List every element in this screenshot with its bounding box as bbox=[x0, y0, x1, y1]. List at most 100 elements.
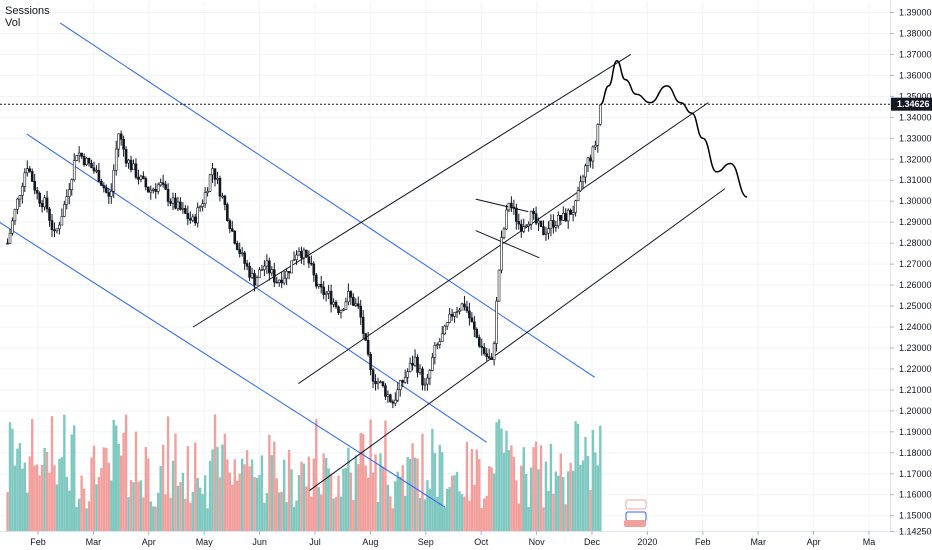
volume-bar bbox=[371, 472, 375, 531]
time-axis-label: Feb bbox=[695, 537, 711, 547]
candle-body bbox=[228, 220, 232, 230]
volume-bar bbox=[280, 491, 283, 531]
candle-body bbox=[260, 269, 264, 271]
volume-bar bbox=[495, 422, 498, 531]
volume-bar bbox=[480, 507, 483, 531]
candle-body bbox=[132, 163, 135, 170]
volume-bar bbox=[169, 497, 172, 531]
candle-body bbox=[440, 333, 444, 342]
volume-bar bbox=[485, 495, 488, 531]
event-marker-3[interactable] bbox=[624, 520, 646, 527]
candle-body bbox=[149, 189, 153, 193]
event-markers[interactable] bbox=[624, 499, 647, 527]
candle-body bbox=[584, 165, 587, 178]
flag-line bbox=[475, 230, 540, 259]
volume-bar bbox=[198, 487, 202, 531]
candle-body bbox=[460, 303, 464, 311]
volume-bar bbox=[194, 442, 197, 531]
event-marker-2[interactable] bbox=[625, 511, 647, 522]
legend-sessions[interactable]: Sessions bbox=[5, 5, 50, 17]
volume-bar bbox=[483, 498, 486, 531]
candle-body bbox=[552, 220, 555, 228]
volume-bar bbox=[406, 456, 409, 531]
volume-bar bbox=[357, 464, 360, 531]
volume-bar bbox=[339, 496, 343, 531]
volume-bar bbox=[186, 446, 190, 531]
candle-body bbox=[117, 133, 120, 150]
volume-bar bbox=[403, 495, 407, 531]
candle-body bbox=[455, 311, 459, 313]
volume-bar bbox=[354, 455, 357, 531]
candle-body bbox=[542, 226, 545, 235]
volume-bar bbox=[295, 500, 298, 531]
flag-line bbox=[475, 198, 529, 213]
volume-bar bbox=[77, 498, 81, 531]
candle-body bbox=[376, 381, 380, 385]
candle-body bbox=[571, 212, 575, 215]
candle-body bbox=[401, 380, 405, 383]
volume-bar bbox=[512, 456, 516, 531]
candle-body bbox=[497, 269, 501, 302]
legend-volume[interactable]: Vol bbox=[5, 17, 21, 29]
volume-bar bbox=[445, 488, 449, 531]
candle-body bbox=[342, 309, 345, 311]
candle-body bbox=[443, 325, 447, 335]
candle-body bbox=[453, 312, 456, 317]
candle-body bbox=[16, 198, 19, 210]
volume-bar bbox=[92, 445, 96, 531]
volume-bar bbox=[391, 508, 395, 531]
candle-body bbox=[561, 212, 565, 221]
volume-bar bbox=[238, 473, 241, 531]
candle-body bbox=[282, 277, 286, 284]
price-axis-label: 1.32000 bbox=[899, 154, 932, 164]
price-axis-label: 1.37000 bbox=[899, 49, 932, 59]
candle-body bbox=[549, 220, 553, 229]
candle-body bbox=[154, 189, 158, 192]
candle-body bbox=[492, 343, 496, 360]
candle-body bbox=[406, 371, 409, 378]
volume-bar bbox=[156, 492, 160, 531]
candle-body bbox=[554, 225, 558, 228]
volume-bar bbox=[374, 454, 377, 531]
volume-bar bbox=[166, 416, 170, 531]
candle-body bbox=[112, 169, 116, 192]
candle-body bbox=[515, 207, 518, 222]
price-axis-label: 1.22000 bbox=[899, 364, 932, 374]
candle-body bbox=[374, 380, 377, 385]
time-axis[interactable]: Feb Mar Apr May Jun Jul Aug Sep Oct Nov Dec 2020 Feb… bbox=[30, 531, 875, 547]
candle-body bbox=[337, 306, 340, 314]
price-axis[interactable]: 1.39000 1.38000 1.37000 1.36000 1.35000 1.340… bbox=[890, 7, 932, 536]
volume-bar bbox=[408, 459, 412, 531]
volume-bar bbox=[179, 482, 182, 531]
volume-bar bbox=[40, 464, 44, 531]
candle-body bbox=[176, 201, 180, 209]
time-axis-label: Jun bbox=[252, 537, 267, 547]
volume-bar bbox=[376, 502, 380, 531]
volume-bar bbox=[478, 459, 481, 531]
time-axis-label: Feb bbox=[30, 537, 46, 547]
volume-bar bbox=[297, 475, 301, 531]
event-marker-1[interactable] bbox=[625, 499, 647, 510]
candle-body bbox=[349, 291, 353, 298]
volume-bar bbox=[305, 486, 308, 531]
volume-bar bbox=[458, 491, 461, 531]
price-axis-label: 1.38000 bbox=[899, 28, 932, 38]
volume-bar bbox=[300, 461, 303, 531]
volume-bar bbox=[389, 496, 392, 531]
volume-bar bbox=[82, 488, 86, 531]
volume-bar bbox=[510, 445, 513, 531]
candle-body bbox=[332, 301, 335, 305]
time-axis-label: Dec bbox=[584, 537, 601, 547]
candle-body bbox=[450, 313, 454, 317]
candle-body bbox=[127, 159, 130, 164]
candle-body bbox=[579, 181, 582, 191]
volume-bar bbox=[31, 418, 34, 531]
candle-body bbox=[263, 265, 266, 270]
volume-bar bbox=[544, 461, 548, 531]
candle-body bbox=[305, 249, 308, 258]
volume-bar bbox=[450, 475, 454, 531]
candle-body bbox=[233, 230, 237, 244]
volume-bar bbox=[329, 473, 333, 531]
volume-bar bbox=[174, 433, 177, 531]
